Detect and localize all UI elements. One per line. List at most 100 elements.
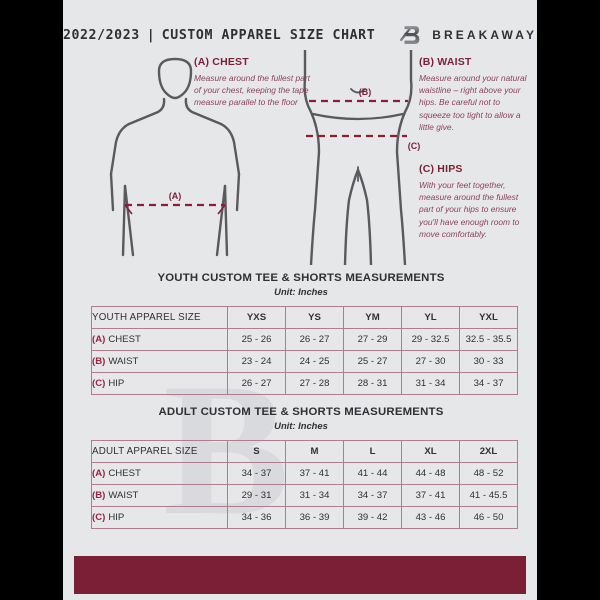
youth-row-name-chest: CHEST — [108, 334, 141, 345]
brand-lockup: BREAKAWAY — [397, 22, 537, 48]
youth-size-header-0: YXS — [227, 306, 286, 329]
adult-chest-s: 34 - 37 — [227, 462, 286, 485]
callout-hips-body: With your feet together, measure around … — [419, 180, 520, 239]
adult-hip-2xl: 46 - 50 — [459, 506, 518, 529]
callout-waist-body: Measure around your natural waistline – … — [419, 73, 527, 132]
youth-row-name-waist: WAIST — [108, 356, 139, 367]
callout-chest-title: (A) CHEST — [194, 56, 249, 68]
youth-chest-yxs: 25 - 26 — [227, 328, 286, 351]
brand-name: BREAKAWAY — [432, 28, 537, 42]
youth-hip-yl: 31 - 34 — [401, 372, 460, 395]
adult-waist-l: 34 - 37 — [343, 484, 402, 507]
youth-waist-ys: 24 - 25 — [285, 350, 344, 373]
youth-section-title: YOUTH CUSTOM TEE & SHORTS MEASUREMENTS — [157, 272, 445, 284]
adult-row-name-hip: HIP — [108, 512, 125, 523]
youth-waist-yl: 27 - 30 — [401, 350, 460, 373]
document-sheet: B 2022/2023 | CUSTOM APPAREL SIZE CHART — [63, 0, 537, 600]
adult-hip-l: 39 - 42 — [343, 506, 402, 529]
adult-size-header-4: 2XL — [459, 440, 518, 463]
youth-hip-ys: 27 - 28 — [285, 372, 344, 395]
youth-waist-yxl: 30 - 33 — [459, 350, 518, 373]
callout-waist-title: (B) WAIST — [419, 56, 472, 68]
adult-row-tag-waist: (B) — [92, 490, 106, 501]
youth-row-label-waist: (B) WAIST — [91, 350, 228, 373]
youth-table-header-row: YOUTH APPAREL SIZE YXS YS YM YL YXL — [91, 306, 518, 329]
table-row: (A) CHEST 34 - 37 37 - 41 41 - 44 44 - 48… — [91, 462, 518, 485]
youth-chest-yl: 29 - 32.5 — [401, 328, 460, 351]
measurement-diagram: (A) (B) — [63, 42, 537, 267]
youth-section-unit: Unit: Inches — [274, 286, 328, 297]
table-row: (B) WAIST 23 - 24 24 - 25 25 - 27 27 - 30… — [91, 350, 518, 373]
footer-bar — [74, 556, 526, 594]
adult-size-header-3: XL — [401, 440, 460, 463]
adult-row-label-hip: (C) HIP — [91, 506, 228, 529]
adult-hip-s: 34 - 36 — [227, 506, 286, 529]
adult-hip-xl: 43 - 46 — [401, 506, 460, 529]
adult-size-header-0: S — [227, 440, 286, 463]
table-row: (B) WAIST 29 - 31 31 - 34 34 - 37 37 - 41… — [91, 484, 518, 507]
youth-hip-yxl: 34 - 37 — [459, 372, 518, 395]
table-row: (A) CHEST 25 - 26 26 - 27 27 - 29 29 - 32… — [91, 328, 518, 351]
adult-chest-l: 41 - 44 — [343, 462, 402, 485]
callout-waist: (B) WAIST Measure around your natural wa… — [419, 56, 531, 133]
adult-waist-m: 31 - 34 — [285, 484, 344, 507]
adult-size-header-2: L — [343, 440, 402, 463]
youth-waist-yxs: 23 - 24 — [227, 350, 286, 373]
adult-row-name-waist: WAIST — [108, 490, 139, 501]
callout-hips-title: (C) HIPS — [419, 163, 463, 175]
youth-size-header-1: YS — [285, 306, 344, 329]
youth-size-header-2: YM — [343, 306, 402, 329]
youth-hip-yxs: 26 - 27 — [227, 372, 286, 395]
waist-line-label: (B) — [359, 87, 372, 97]
adult-row-tag-chest: (A) — [92, 468, 106, 479]
callout-hips: (C) HIPS With your feet together, measur… — [419, 163, 531, 240]
youth-row-tag-waist: (B) — [92, 356, 106, 367]
adult-row-label-waist: (B) WAIST — [91, 484, 228, 507]
adult-row-name-chest: CHEST — [108, 468, 141, 479]
adult-section-unit: Unit: Inches — [274, 420, 328, 431]
adult-table-header-row: ADULT APPAREL SIZE S M L XL 2XL — [91, 440, 518, 463]
adult-row-label-chest: (A) CHEST — [91, 462, 228, 485]
adult-size-header-1: M — [285, 440, 344, 463]
breakaway-b-logo-icon — [397, 22, 423, 48]
youth-row-tag-hip: (C) — [92, 378, 106, 389]
header-season: 2022/2023 — [63, 27, 140, 43]
chest-line-label: (A) — [169, 191, 182, 201]
youth-chest-yxl: 32.5 - 35.5 — [459, 328, 518, 351]
youth-chest-ys: 26 - 27 — [285, 328, 344, 351]
adult-row-tag-hip: (C) — [92, 512, 106, 523]
youth-row-tag-chest: (A) — [92, 334, 106, 345]
callout-chest-body: Measure around the fullest part of your … — [194, 73, 310, 108]
hips-front-figure-icon — [303, 42, 413, 267]
adult-waist-s: 29 - 31 — [227, 484, 286, 507]
adult-waist-2xl: 41 - 45.5 — [459, 484, 518, 507]
adult-size-table: ADULT APPAREL SIZE S M L XL 2XL (A) CHEST… — [91, 440, 518, 529]
youth-size-header-4: YXL — [459, 306, 518, 329]
youth-row-label-chest: (A) CHEST — [91, 328, 228, 351]
adult-waist-xl: 37 - 41 — [401, 484, 460, 507]
adult-chest-xl: 44 - 48 — [401, 462, 460, 485]
youth-waist-ym: 25 - 27 — [343, 350, 402, 373]
page-title: CUSTOM APPAREL SIZE CHART — [161, 27, 376, 43]
adult-section-title: ADULT CUSTOM TEE & SHORTS MEASUREMENTS — [158, 406, 444, 418]
youth-measurements-section: YOUTH CUSTOM TEE & SHORTS MEASUREMENTS U… — [91, 272, 518, 395]
table-row: (C) HIP 34 - 36 36 - 39 39 - 42 43 - 46 4… — [91, 506, 518, 529]
adult-measurements-section: ADULT CUSTOM TEE & SHORTS MEASUREMENTS U… — [91, 406, 518, 529]
adult-header-label: ADULT APPAREL SIZE — [91, 440, 228, 463]
youth-row-name-hip: HIP — [108, 378, 125, 389]
hips-line-label: (C) — [408, 141, 421, 151]
adult-chest-2xl: 48 - 52 — [459, 462, 518, 485]
youth-size-table: YOUTH APPAREL SIZE YXS YS YM YL YXL (A) C… — [91, 306, 518, 395]
adult-hip-m: 36 - 39 — [285, 506, 344, 529]
torso-front-figure-icon — [109, 57, 241, 257]
youth-row-label-hip: (C) HIP — [91, 372, 228, 395]
youth-chest-ym: 27 - 29 — [343, 328, 402, 351]
callout-chest: (A) CHEST Measure around the fullest par… — [194, 56, 314, 109]
youth-hip-ym: 28 - 31 — [343, 372, 402, 395]
youth-size-header-3: YL — [401, 306, 460, 329]
youth-header-label: YOUTH APPAREL SIZE — [91, 306, 228, 329]
chest-measure-line — [124, 203, 226, 215]
table-row: (C) HIP 26 - 27 27 - 28 28 - 31 31 - 34 3… — [91, 372, 518, 395]
adult-chest-m: 37 - 41 — [285, 462, 344, 485]
